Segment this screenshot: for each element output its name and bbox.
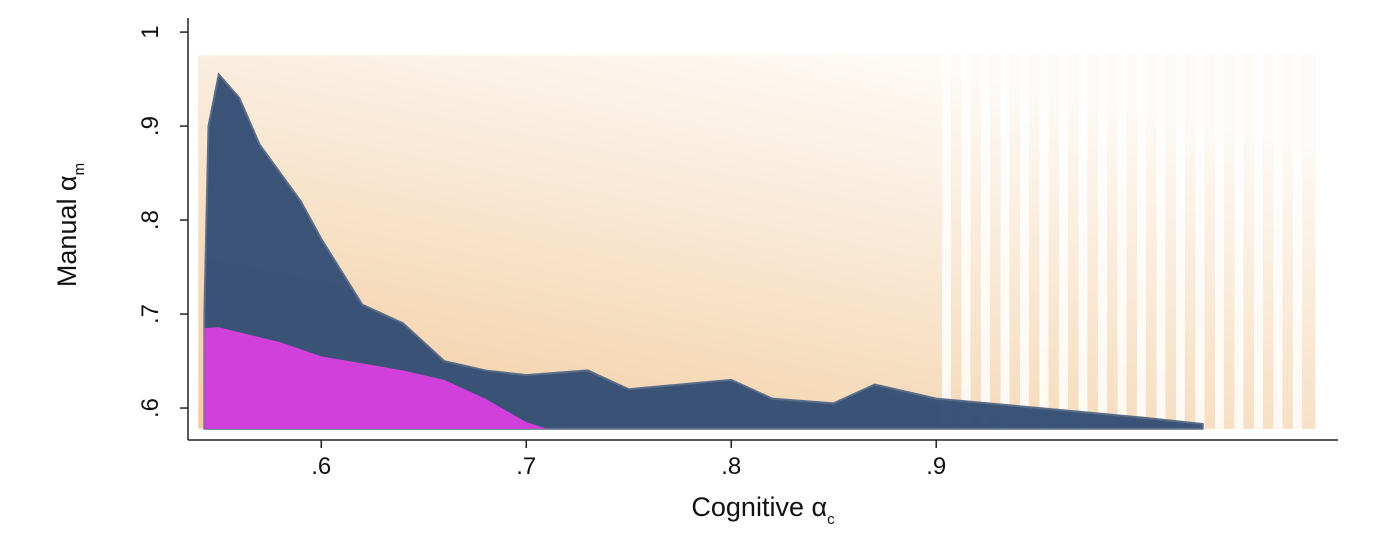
y-tick-label: 1 (137, 25, 164, 38)
region-fade (198, 55, 1316, 429)
x-tick-label: .8 (721, 453, 741, 480)
y-tick-label: .8 (137, 210, 164, 230)
y-label-subscript: m (71, 163, 88, 176)
y-tick-label: .7 (137, 304, 164, 324)
y-label-text: Manual α (52, 175, 82, 287)
y-tick-label: .6 (137, 398, 164, 418)
x-label-text: Cognitive α (691, 492, 827, 522)
x-tick-label: .6 (311, 453, 331, 480)
y-axis-label: Manual αm (52, 163, 88, 287)
plot-area (198, 55, 1316, 430)
region (204, 327, 547, 429)
x-tick-label: .7 (516, 453, 536, 480)
x-axis-label: Cognitive αc (691, 492, 835, 528)
y-tick-label: .9 (137, 116, 164, 136)
x-label-subscript: c (827, 511, 835, 528)
x-tick-label: .9 (926, 453, 946, 480)
